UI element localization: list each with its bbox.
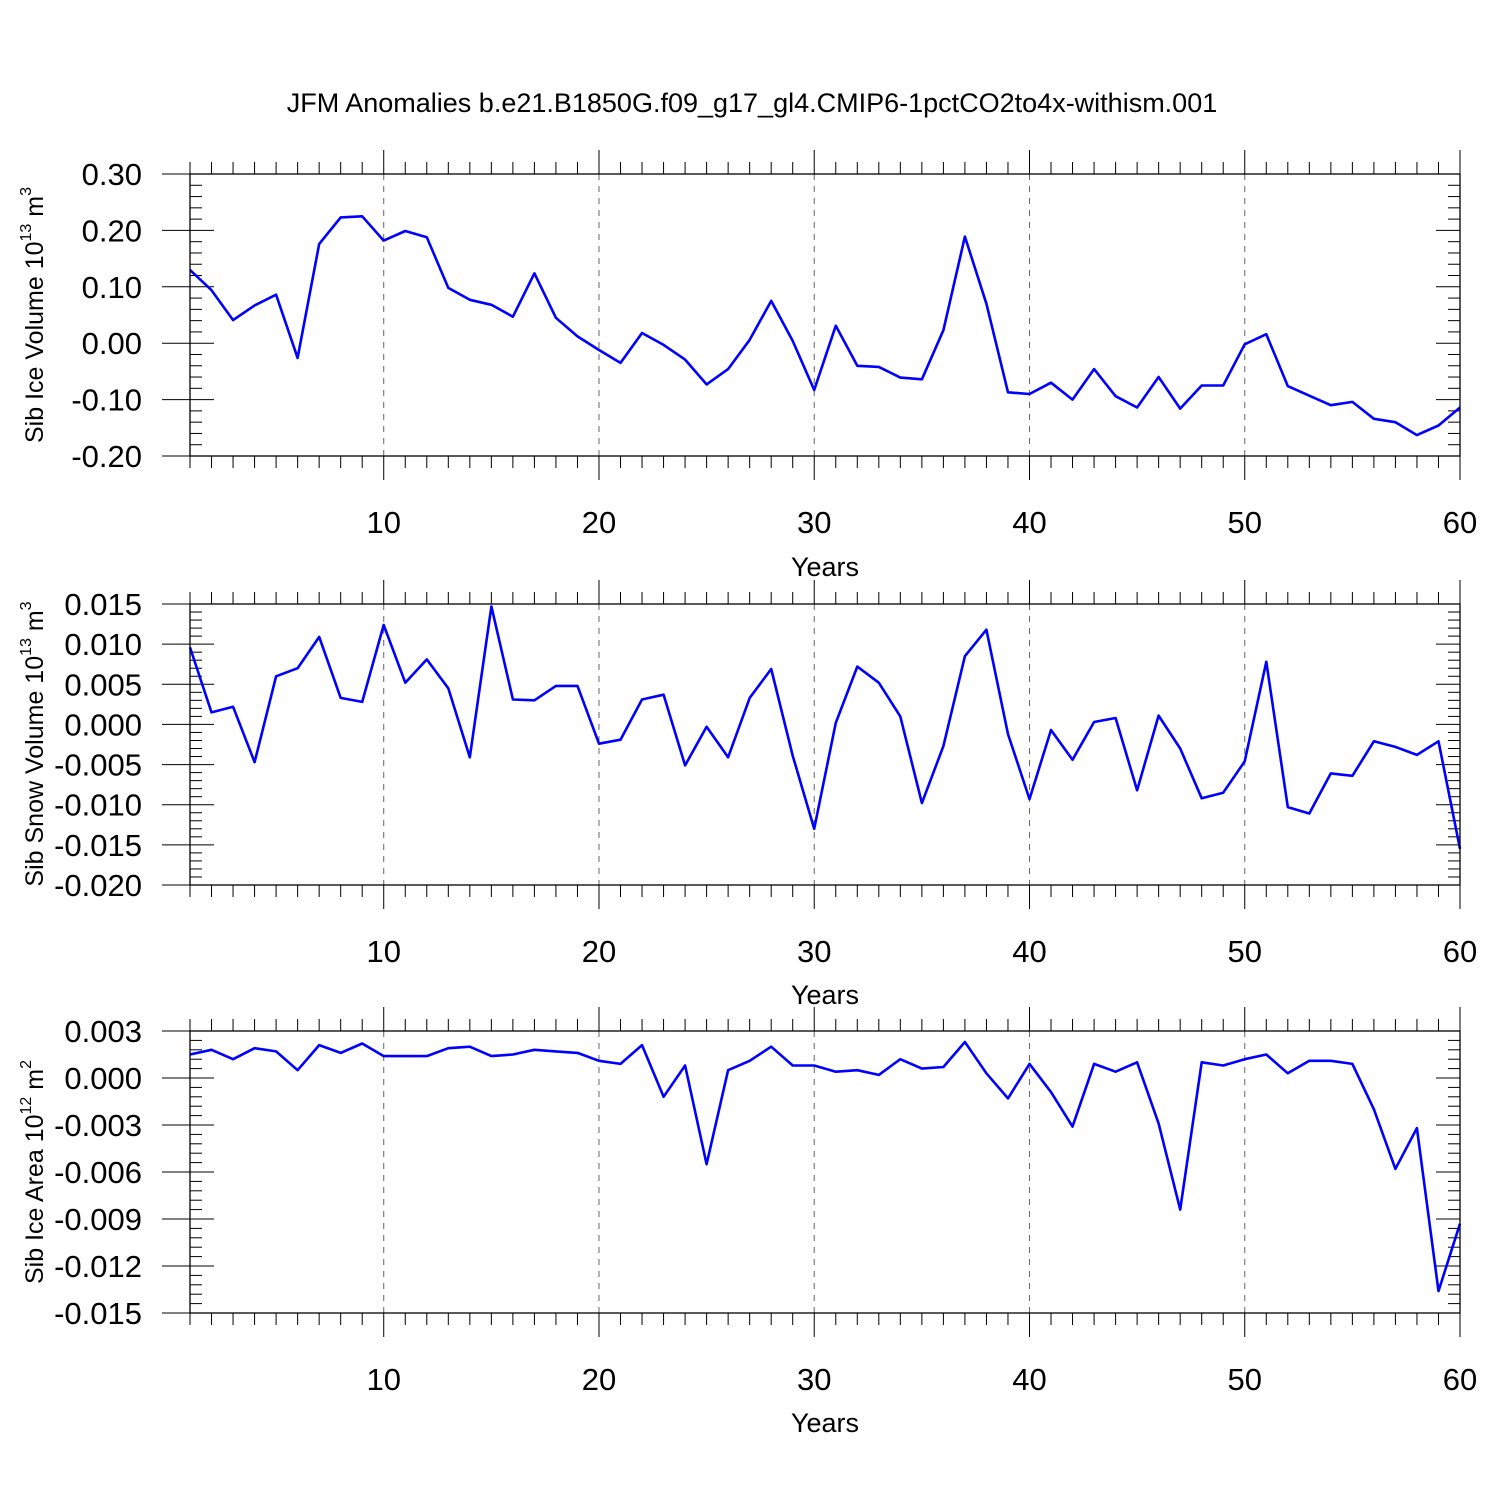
y-tick-label: -0.10 (71, 383, 142, 418)
y-tick-label: -0.005 (54, 748, 142, 783)
y-tick-label: -0.003 (54, 1108, 142, 1143)
y-axis-label-main: Sib Ice Area 10 (21, 1114, 49, 1284)
x-tick-label: 30 (797, 1362, 831, 1397)
y-tick-label: 0.30 (82, 157, 142, 192)
y-axis-label-main: Sib Snow Volume 10 (21, 656, 49, 887)
y-tick-label: -0.009 (54, 1202, 142, 1237)
y-axis-label-main: Sib Ice Volume 10 (21, 241, 49, 443)
x-tick-label: 10 (366, 505, 400, 540)
y-tick-label: -0.020 (54, 868, 142, 903)
y-axis-label: Sib Snow Volume 1013 m3 (18, 601, 49, 886)
y-tick-label: -0.20 (71, 439, 142, 474)
y-tick-label: 0.00 (82, 326, 142, 361)
y-axis-label-unit-exponent: 3 (18, 601, 35, 610)
y-tick-label: 0.000 (64, 1061, 142, 1096)
x-tick-label: 30 (797, 505, 831, 540)
y-tick-label: -0.015 (54, 828, 142, 863)
y-tick-label: 0.000 (64, 707, 142, 742)
plot-frame (189, 173, 1461, 457)
x-tick-label: 20 (582, 934, 616, 969)
y-axis-label: Sib Ice Area 1012 m2 (18, 1060, 49, 1284)
x-axis-label: Years (791, 1408, 859, 1438)
x-tick-label: 50 (1228, 1362, 1262, 1397)
x-tick-label: 60 (1443, 505, 1477, 540)
y-tick-label: 0.010 (64, 627, 142, 662)
plot-frame (189, 603, 1461, 886)
panel-ice-volume: Sib Ice Volume 1013 m3 Years 10 20 30 40 50 6… (18, 150, 1477, 582)
y-axis-label: Sib Ice Volume 1013 m3 (18, 187, 49, 443)
y-axis-label-exponent: 13 (18, 638, 35, 656)
x-tick-label: 50 (1228, 934, 1262, 969)
series-line (189, 1040, 1462, 1293)
y-axis-label-unit-exponent: 2 (18, 1060, 35, 1069)
x-tick-label: 40 (1012, 1362, 1046, 1397)
x-tick-label: 10 (366, 934, 400, 969)
y-tick-label: 0.20 (82, 213, 142, 248)
y-axis-label-unit: m (21, 196, 49, 224)
x-tick-label: 40 (1012, 505, 1046, 540)
x-tick-label: 20 (582, 1362, 616, 1397)
x-tick-label: 40 (1012, 934, 1046, 969)
y-tick-label: -0.012 (54, 1249, 142, 1284)
y-tick-label: -0.010 (54, 788, 142, 823)
x-tick-label: 10 (366, 1362, 400, 1397)
x-tick-label: 20 (582, 505, 616, 540)
figure-title: JFM Anomalies b.e21.B1850G.f09_g17_gl4.C… (287, 88, 1218, 118)
panel-snow-volume: Sib Snow Volume 1013 m3 Years 10 20 30 40 50… (18, 580, 1477, 1010)
y-axis-label-exponent: 13 (18, 224, 35, 242)
y-axis-label-unit: m (21, 610, 49, 638)
x-tick-label: 60 (1443, 934, 1477, 969)
y-tick-label: 0.015 (64, 587, 142, 622)
x-tick-label: 30 (797, 934, 831, 969)
y-tick-label: 0.005 (64, 667, 142, 702)
series-line (188, 605, 1462, 850)
y-tick-label: 0.10 (82, 270, 142, 305)
y-axis-label-unit-exponent: 3 (18, 187, 35, 196)
y-tick-label: 0.003 (64, 1014, 142, 1049)
y-axis-label-unit: m (21, 1069, 49, 1097)
x-tick-label: 50 (1228, 505, 1262, 540)
series-line (189, 215, 1461, 437)
x-axis-label: Years (791, 980, 859, 1010)
y-axis-label-exponent: 12 (18, 1097, 35, 1115)
x-tick-label: 60 (1443, 1362, 1477, 1397)
y-tick-label: -0.015 (54, 1296, 142, 1331)
y-tick-label: -0.006 (54, 1155, 142, 1190)
panel-ice-area: Sib Ice Area 1012 m2 Years 10 20 30 40 50 60 -… (18, 1007, 1477, 1438)
x-axis-label: Years (791, 552, 859, 582)
plot-frame (189, 1030, 1461, 1314)
